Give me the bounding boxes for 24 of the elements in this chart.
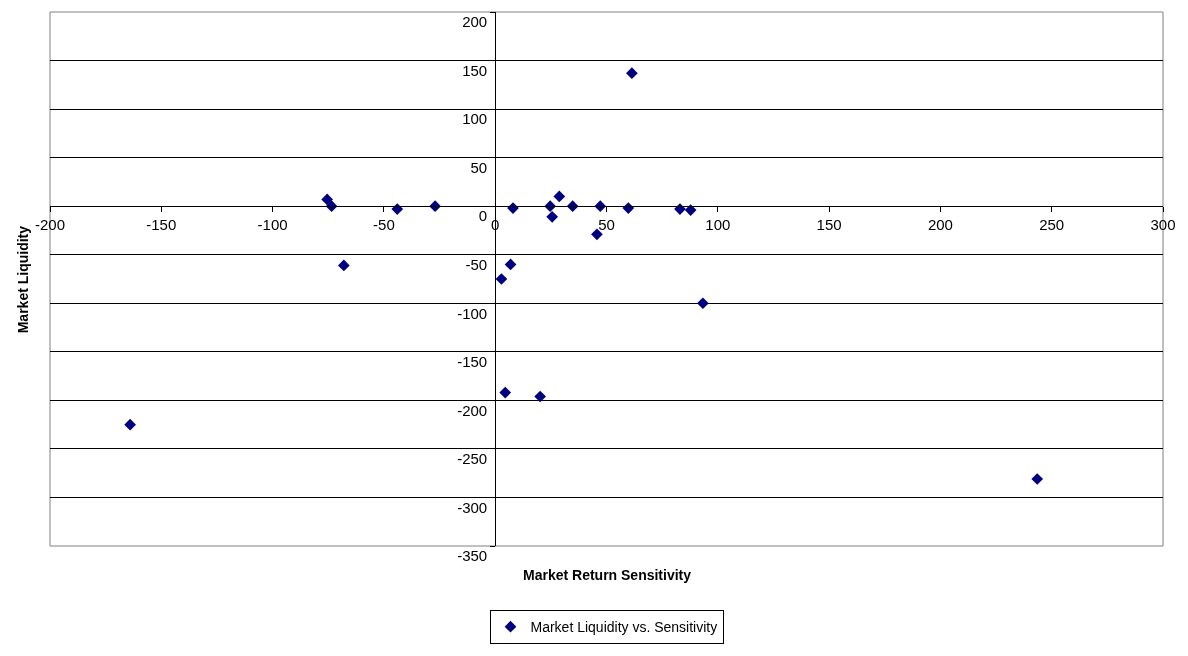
y-tick-label: -350 [457, 547, 488, 565]
y-tick-label: 200 [462, 13, 488, 31]
y-tick-label: 50 [470, 158, 488, 176]
x-tick-label: 100 [705, 216, 731, 234]
y-tick-label: -250 [457, 450, 488, 468]
y-tick-label: 100 [462, 110, 488, 128]
y-axis-title: Market Liquidity [15, 225, 32, 334]
x-tick-label: -150 [146, 216, 177, 234]
x-tick-label: 300 [1150, 216, 1176, 234]
y-tick-label: -150 [457, 353, 488, 371]
legend-label: Market Liquidity vs. Sensitivity [530, 619, 718, 636]
y-tick-label: 150 [462, 61, 488, 79]
x-tick-label: -50 [373, 216, 395, 234]
x-tick-label: 200 [927, 216, 953, 234]
x-tick-label: -200 [34, 216, 66, 234]
x-tick-label: 250 [1039, 216, 1065, 234]
x-tick-label: -100 [257, 216, 288, 234]
y-tick-label: -50 [465, 255, 488, 273]
y-tick-label: -300 [457, 498, 488, 516]
x-axis-title: Market Return Sensitivity [523, 567, 692, 583]
x-tick-label: 50 [598, 216, 615, 234]
y-tick-label: -100 [457, 304, 488, 322]
x-tick-label: 150 [816, 216, 842, 234]
y-tick-label: -200 [457, 401, 488, 419]
